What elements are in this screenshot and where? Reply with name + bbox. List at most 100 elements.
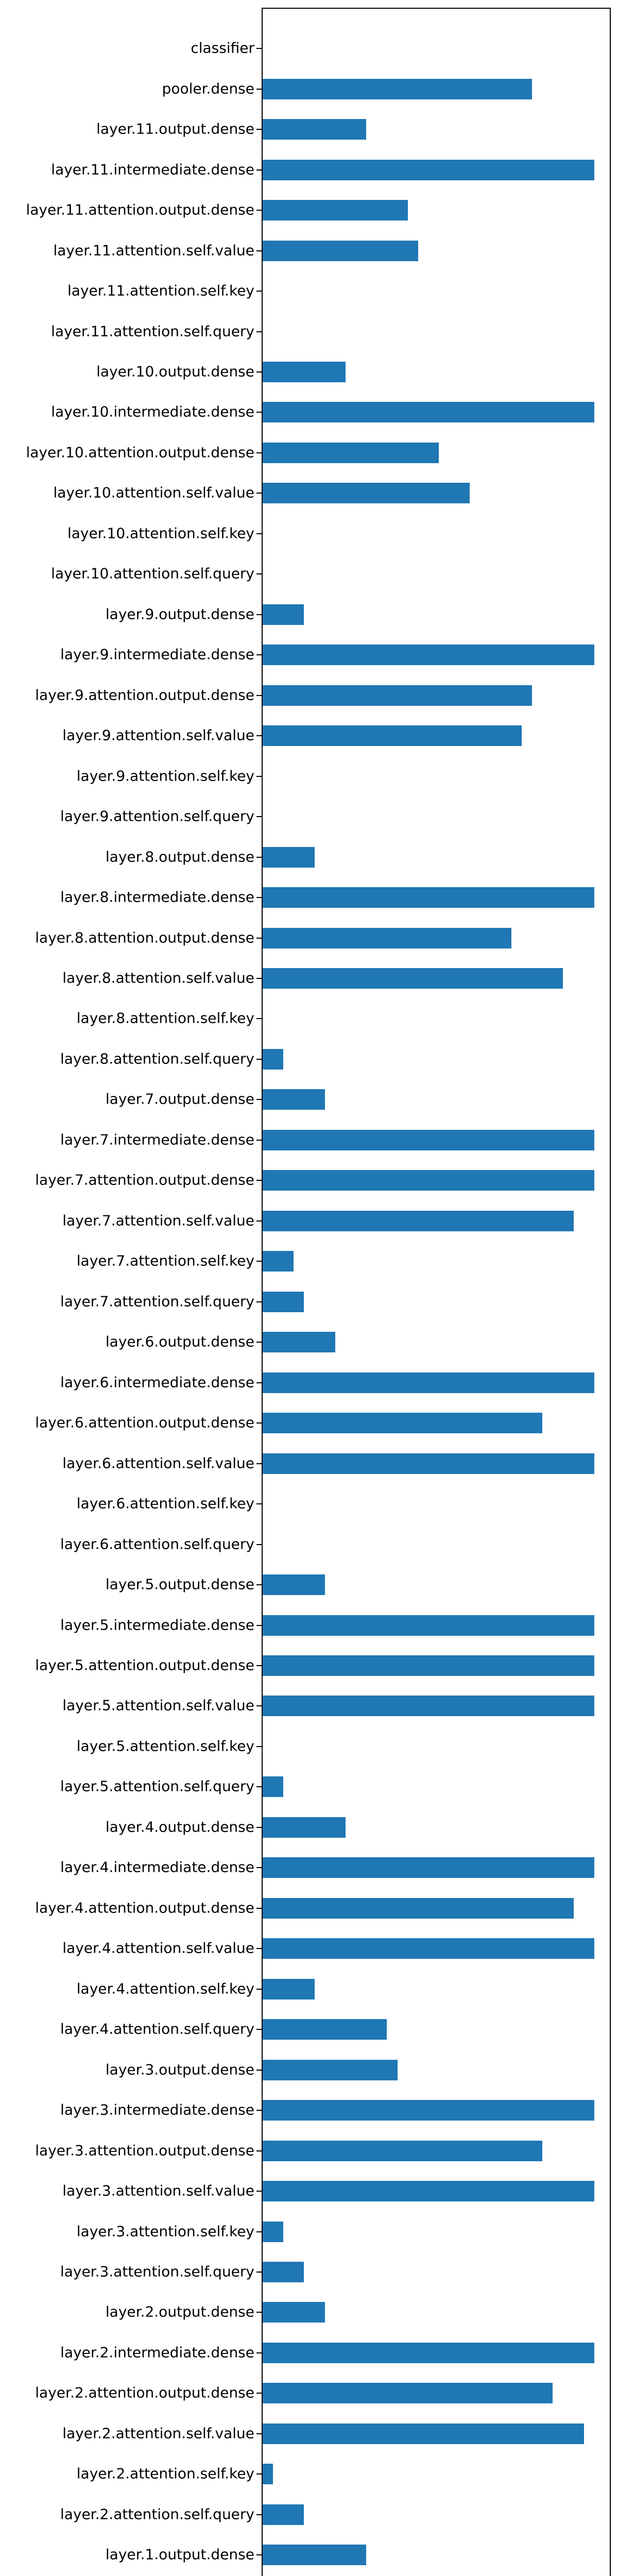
category-row: layer.3.attention.self.query [0,2252,611,2292]
y-tick-mark [256,1786,262,1788]
category-row: layer.11.intermediate.dense [0,149,611,190]
y-tick-mark [256,2029,262,2030]
rank-bar [263,1251,294,1272]
y-tick-mark [256,88,262,90]
y-tick-mark [256,1826,262,1828]
rank-bar [263,1210,574,1231]
category-row: layer.6.attention.output.dense [0,1403,611,1443]
category-row: layer.5.attention.self.query [0,1767,611,1807]
category-row: layer.6.intermediate.dense [0,1362,611,1402]
rank-bar [263,1332,335,1353]
category-label: layer.6.attention.self.query [60,1535,254,1553]
category-label: layer.11.attention.self.value [53,242,254,259]
rank-bar [263,2059,398,2080]
category-label: layer.2.intermediate.dense [60,2344,254,2361]
y-tick-mark [256,1099,262,1100]
rank-bar [263,685,532,706]
y-tick-mark [256,1907,262,1909]
category-row: layer.9.attention.self.key [0,756,611,796]
category-label: layer.11.attention.output.dense [26,201,254,218]
category-row: layer.5.attention.self.key [0,1726,611,1767]
rank-bar [263,402,594,423]
category-label: layer.5.attention.self.query [60,1777,254,1795]
category-label: layer.3.attention.self.value [62,2182,254,2199]
y-tick-mark [256,1382,262,1383]
y-tick-mark [256,1948,262,1950]
y-tick-mark [256,1261,262,1262]
y-tick-mark [256,1422,262,1424]
y-tick-mark [256,2191,262,2192]
category-label: layer.4.attention.self.value [62,1939,254,1957]
y-tick-mark [256,1988,262,1990]
rank-bar [263,2464,273,2485]
y-tick-mark [256,775,262,777]
category-label: layer.6.attention.self.value [62,1454,254,1472]
category-row: layer.5.attention.self.value [0,1686,611,1726]
y-tick-mark [256,250,262,251]
category-label: layer.5.attention.self.key [76,1737,254,1755]
category-label: layer.11.attention.self.query [51,323,254,340]
category-label: layer.6.attention.output.dense [35,1414,254,1431]
category-label: layer.3.intermediate.dense [60,2101,254,2119]
y-tick-mark [256,493,262,494]
category-row: layer.3.output.dense [0,2049,611,2090]
rank-bar [263,887,594,908]
category-label: layer.2.attention.self.value [62,2425,254,2442]
rank-bar [263,1857,594,1878]
category-label: layer.8.attention.output.dense [35,929,254,946]
category-row: layer.7.attention.self.query [0,1282,611,1322]
y-tick-mark [256,169,262,171]
category-label: layer.7.attention.self.query [60,1293,254,1310]
category-row: layer.8.attention.self.value [0,958,611,998]
category-row: layer.5.output.dense [0,1565,611,1605]
rank-bar [263,2140,542,2161]
category-row: layer.9.output.dense [0,595,611,635]
category-label: layer.7.output.dense [105,1091,254,1108]
category-row: layer.10.attention.self.key [0,514,611,554]
category-label: layer.1.output.dense [105,2546,254,2563]
y-tick-mark [256,331,262,332]
category-label: layer.8.output.dense [105,848,254,866]
category-row: layer.3.attention.output.dense [0,2130,611,2171]
category-row: layer.6.attention.self.key [0,1484,611,1524]
category-row: layer.4.attention.self.value [0,1928,611,1969]
category-label: layer.8.attention.self.value [62,969,254,987]
rank-bar [263,1776,283,1798]
rank-bar [263,1372,594,1393]
rank-bar [263,1413,542,1434]
category-row: layer.9.attention.self.value [0,716,611,756]
y-tick-mark [256,2231,262,2232]
category-label: layer.11.intermediate.dense [51,161,254,178]
category-row: layer.8.attention.self.query [0,1039,611,1079]
category-row: layer.8.attention.self.key [0,998,611,1039]
category-label: layer.5.attention.output.dense [35,1656,254,1674]
category-label: layer.9.output.dense [105,605,254,623]
category-row: layer.7.intermediate.dense [0,1120,611,1160]
category-row: layer.2.attention.self.key [0,2454,611,2494]
rank-bar [263,442,439,463]
rank-bar [263,846,315,868]
y-tick-mark [256,2473,262,2475]
y-tick-mark [256,452,262,453]
y-tick-mark [256,694,262,696]
rank-bar [263,200,408,221]
category-label: layer.3.output.dense [105,2061,254,2078]
y-tick-mark [256,1342,262,1343]
rank-bar [263,1129,594,1150]
category-label: layer.3.attention.output.dense [35,2142,254,2159]
y-tick-mark [256,210,262,211]
category-label: layer.3.attention.self.key [76,2223,254,2240]
category-row: classifier [0,28,611,69]
y-tick-mark [256,735,262,737]
category-row: layer.10.attention.self.value [0,473,611,513]
category-label: layer.4.intermediate.dense [60,1858,254,1876]
y-tick-mark [256,291,262,292]
y-tick-mark [256,573,262,575]
y-tick-mark [256,2150,262,2151]
y-tick-mark [256,1301,262,1302]
y-tick-mark [256,412,262,413]
category-label: layer.4.attention.output.dense [35,1899,254,1917]
y-tick-mark [256,1584,262,1586]
rank-bar [263,2383,553,2404]
